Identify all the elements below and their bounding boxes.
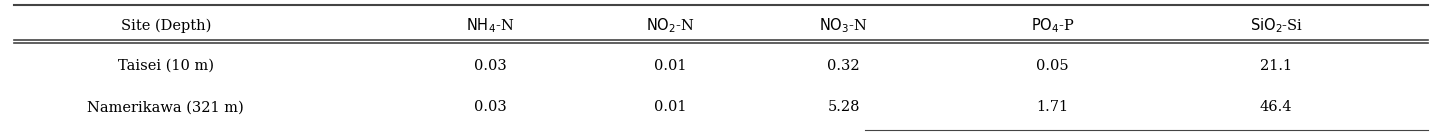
Text: 5.28: 5.28: [828, 100, 859, 114]
Text: 46.4: 46.4: [1260, 100, 1292, 114]
Text: 0.03: 0.03: [474, 100, 506, 114]
Text: Site (Depth): Site (Depth): [121, 18, 211, 33]
Text: Taisei (10 m): Taisei (10 m): [118, 59, 213, 73]
Text: $\mathrm{NO_2}$-N: $\mathrm{NO_2}$-N: [646, 16, 695, 35]
Text: $\mathrm{NO_3}$-N: $\mathrm{NO_3}$-N: [819, 16, 868, 35]
Text: Namerikawa (321 m): Namerikawa (321 m): [88, 100, 244, 114]
Text: 21.1: 21.1: [1260, 59, 1292, 73]
Text: $\mathrm{NH_4}$-N: $\mathrm{NH_4}$-N: [466, 16, 515, 35]
Text: 0.03: 0.03: [474, 59, 506, 73]
Text: 0.01: 0.01: [655, 59, 686, 73]
Text: $\mathrm{PO_4}$-P: $\mathrm{PO_4}$-P: [1031, 16, 1074, 35]
Text: 0.01: 0.01: [655, 100, 686, 114]
Text: 0.05: 0.05: [1037, 59, 1069, 73]
Text: 0.32: 0.32: [828, 59, 859, 73]
Text: $\mathrm{SiO_2}$-Si: $\mathrm{SiO_2}$-Si: [1250, 16, 1302, 35]
Text: 1.71: 1.71: [1037, 100, 1069, 114]
